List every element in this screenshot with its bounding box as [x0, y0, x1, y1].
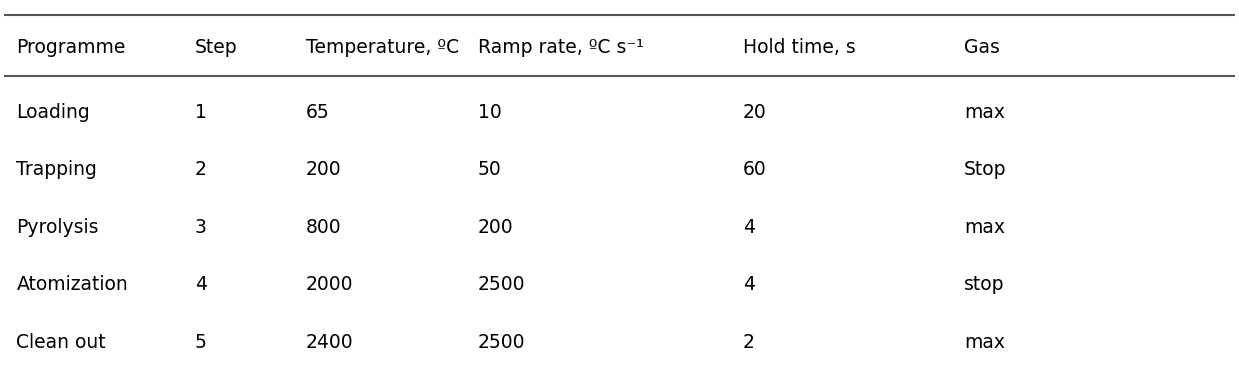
- Text: 10: 10: [478, 103, 502, 121]
- Text: Pyrolysis: Pyrolysis: [16, 217, 99, 237]
- Text: Temperature, ºC: Temperature, ºC: [306, 38, 458, 57]
- Text: 200: 200: [306, 160, 341, 179]
- Text: Clean out: Clean out: [16, 333, 107, 352]
- Text: 2400: 2400: [306, 333, 353, 352]
- Text: 800: 800: [306, 217, 341, 237]
- Text: 5: 5: [195, 333, 207, 352]
- Text: 2000: 2000: [306, 275, 353, 294]
- Text: 65: 65: [306, 103, 330, 121]
- Text: 200: 200: [478, 217, 514, 237]
- Text: 2500: 2500: [478, 275, 525, 294]
- Text: 1: 1: [195, 103, 207, 121]
- Text: Trapping: Trapping: [16, 160, 98, 179]
- Text: stop: stop: [964, 275, 1005, 294]
- Text: 60: 60: [742, 160, 766, 179]
- Text: Loading: Loading: [16, 103, 90, 121]
- Text: Stop: Stop: [964, 160, 1006, 179]
- Text: Hold time, s: Hold time, s: [742, 38, 855, 57]
- Text: 4: 4: [742, 275, 755, 294]
- Text: Step: Step: [195, 38, 238, 57]
- Text: Ramp rate, ºC s⁻¹: Ramp rate, ºC s⁻¹: [478, 38, 644, 57]
- Text: max: max: [964, 217, 1005, 237]
- Text: max: max: [964, 333, 1005, 352]
- Text: 4: 4: [742, 217, 755, 237]
- Text: 20: 20: [742, 103, 766, 121]
- Text: Programme: Programme: [16, 38, 126, 57]
- Text: 3: 3: [195, 217, 207, 237]
- Text: Atomization: Atomization: [16, 275, 128, 294]
- Text: 2: 2: [195, 160, 207, 179]
- Text: 2500: 2500: [478, 333, 525, 352]
- Text: 50: 50: [478, 160, 502, 179]
- Text: max: max: [964, 103, 1005, 121]
- Text: 4: 4: [195, 275, 207, 294]
- Text: Gas: Gas: [964, 38, 1000, 57]
- Text: 2: 2: [742, 333, 755, 352]
